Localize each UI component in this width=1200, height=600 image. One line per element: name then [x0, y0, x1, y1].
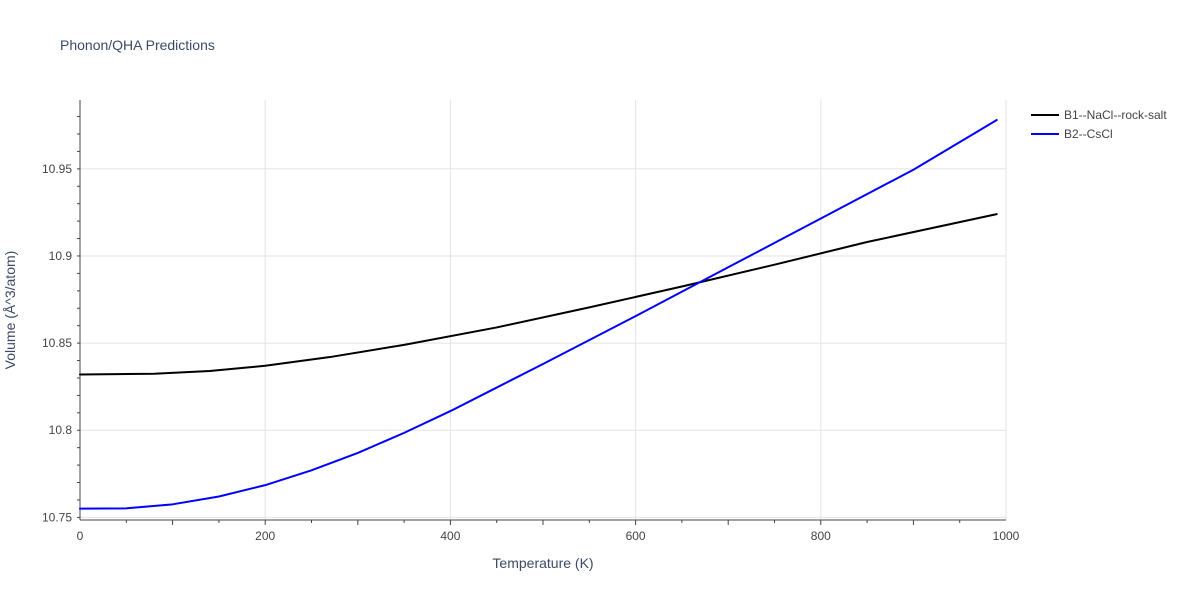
series-line-0 — [79, 213, 998, 376]
series-layer — [79, 119, 998, 510]
series-line-1 — [79, 119, 998, 510]
legend[interactable]: B1--NaCl--rock-salt B2--CsCl — [1031, 108, 1167, 141]
legend-item-0[interactable]: B1--NaCl--rock-salt — [1031, 108, 1167, 122]
x-tick-label: 400 — [440, 529, 460, 543]
y-tick-label: 10.95 — [42, 162, 72, 176]
y-axis-label: Volume (Å^3/atom) — [2, 251, 18, 370]
x-tick-label: 0 — [77, 529, 84, 543]
x-tick-label: 800 — [811, 529, 831, 543]
y-tick-label: 10.8 — [49, 423, 73, 437]
x-tick-label: 600 — [626, 529, 646, 543]
y-tick-label: 10.85 — [42, 336, 72, 350]
legend-item-1[interactable]: B2--CsCl — [1031, 127, 1113, 141]
axes-layer — [77, 100, 1006, 525]
title-text: Phonon/QHA Predictions — [60, 37, 215, 53]
x-tick-label: 200 — [255, 529, 275, 543]
legend-label: B1--NaCl--rock-salt — [1064, 108, 1167, 122]
legend-label: B2--CsCl — [1064, 127, 1113, 141]
x-axis-label: Temperature (K) — [492, 555, 593, 571]
y-tick-label: 10.9 — [49, 249, 73, 263]
grid-layer — [80, 100, 1007, 520]
y-tick-label: 10.75 — [42, 510, 72, 524]
ticks-layer: 0 200 400 600 800 1000 10.75 10.8 10.85 10.9 10.95 — [42, 162, 1020, 543]
chart-title: Phonon/QHA Predictions — [60, 37, 215, 53]
x-tick-label: 1000 — [993, 529, 1020, 543]
